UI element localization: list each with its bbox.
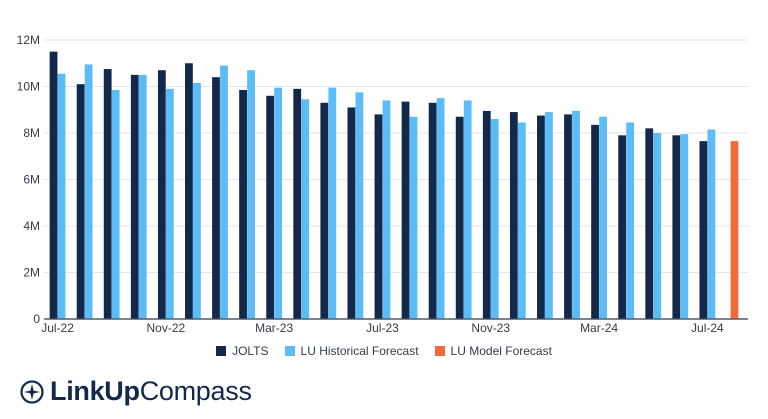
lu-historical-forecast-bar bbox=[626, 122, 635, 319]
y-tick-label: 4M bbox=[23, 219, 40, 233]
lu-historical-forecast-bar bbox=[220, 65, 228, 319]
compass-icon bbox=[20, 379, 44, 404]
lu-historical-forecast-bar bbox=[111, 89, 120, 320]
lu-historical-forecast-bar bbox=[490, 119, 499, 319]
gridlines bbox=[44, 39, 748, 320]
lu-historical-forecast-bar bbox=[193, 83, 201, 319]
chart: 0 2M 4M 6M 8M 10M 12M Jul-22 Nov-22 Mar-23 Jul-23… bbox=[17, 33, 748, 335]
lu-historical-forecast-bar bbox=[274, 87, 283, 319]
lu-historical-forecast-bar bbox=[653, 133, 662, 319]
y-tick-label: 6M bbox=[23, 173, 40, 187]
lu-historical-forecast-bar bbox=[545, 112, 553, 319]
x-tick-label: Jul-23 bbox=[366, 321, 399, 335]
x-tick-label: Nov-23 bbox=[471, 321, 510, 335]
lu-historical-forecast-bar bbox=[382, 100, 391, 319]
lu-historical-forecast-bar bbox=[599, 116, 607, 319]
jolts-bar bbox=[76, 84, 85, 320]
x-tick-label: Mar-23 bbox=[255, 321, 293, 335]
legend-label-jolts: JOLTS bbox=[232, 344, 269, 358]
legend-swatch-jolts bbox=[216, 346, 227, 356]
lu-historical-forecast-bar bbox=[355, 92, 364, 319]
lu-historical-forecast-bar bbox=[247, 70, 255, 319]
jolts-bar bbox=[103, 69, 112, 319]
lu-historical-forecast-bar bbox=[517, 122, 526, 319]
lu-historical-forecast-bar bbox=[165, 88, 174, 319]
jolts-bar bbox=[428, 102, 437, 319]
lu-historical-forecast-bar bbox=[328, 87, 337, 319]
y-tick-label: 12M bbox=[17, 33, 40, 47]
jolts-bar bbox=[645, 128, 654, 319]
jolts-bar bbox=[374, 114, 383, 320]
lu-historical-forecast-bar bbox=[409, 116, 418, 319]
jolts-bar bbox=[401, 101, 410, 319]
jolts-bar bbox=[618, 135, 627, 319]
jolts-bar bbox=[699, 141, 708, 319]
x-tick-label: Jul-22 bbox=[41, 321, 74, 335]
jolts-bar bbox=[49, 51, 58, 320]
lu-historical-forecast-bar bbox=[436, 98, 445, 320]
y-tick-label: 10M bbox=[17, 80, 40, 94]
bars bbox=[44, 51, 748, 320]
brand-name-light: Compass bbox=[139, 376, 252, 406]
x-tick-label: Mar-24 bbox=[580, 321, 618, 335]
y-tick-label: 8M bbox=[23, 126, 40, 140]
lu-historical-forecast-bar bbox=[138, 74, 147, 320]
jolts-bar bbox=[509, 112, 518, 319]
jolts-bar bbox=[293, 88, 302, 319]
lu-model-forecast-bar bbox=[730, 141, 739, 319]
jolts-bar bbox=[157, 70, 166, 319]
y-tick-label: 2M bbox=[23, 266, 40, 280]
y-axis-ticks: 0 2M 4M 6M 8M 10M 12M bbox=[17, 33, 41, 326]
lu-historical-forecast-bar bbox=[84, 64, 93, 319]
jolts-bar bbox=[455, 116, 464, 319]
legend-swatch-lu-historical-forecast bbox=[284, 346, 295, 356]
jolts-bar bbox=[591, 124, 599, 319]
jolts-bar bbox=[347, 107, 356, 320]
legend-label-lu-historical-forecast: LU Historical Forecast bbox=[300, 344, 419, 358]
jolts-bar bbox=[239, 89, 247, 320]
lu-historical-forecast-bar bbox=[572, 110, 580, 319]
y-tick-label: 0 bbox=[33, 312, 40, 326]
jolts-bar bbox=[185, 63, 193, 319]
x-tick-label: Nov-22 bbox=[147, 321, 186, 335]
jolts-bar bbox=[320, 102, 329, 319]
jolts-bar bbox=[266, 95, 275, 319]
legend-item-lu-historical-forecast: LU Historical Forecast bbox=[284, 344, 419, 358]
jolts-bar bbox=[672, 135, 681, 319]
brand-name-bold: LinkUp bbox=[50, 376, 140, 406]
x-axis-ticks: Jul-22 Nov-22 Mar-23 Jul-23 Nov-23 Mar-24 Jul-… bbox=[41, 321, 724, 335]
legend-item-lu-model-forecast: LU Model Forecast bbox=[434, 344, 552, 358]
legend-item-jolts: JOLTS bbox=[216, 344, 269, 358]
lu-historical-forecast-bar bbox=[463, 100, 472, 319]
brand-logo: LinkUpCompass bbox=[20, 378, 252, 405]
lu-historical-forecast-bar bbox=[301, 99, 310, 319]
jolts-bar bbox=[130, 74, 139, 320]
lu-historical-forecast-bar bbox=[57, 73, 66, 320]
jolts-bar bbox=[482, 110, 491, 319]
lu-historical-forecast-bar bbox=[680, 134, 689, 319]
jolts-bar bbox=[212, 77, 220, 319]
lu-historical-forecast-bar bbox=[707, 129, 716, 319]
jolts-bar bbox=[564, 114, 572, 320]
legend-swatch-lu-model-forecast bbox=[434, 346, 445, 356]
jolts-bar bbox=[537, 115, 545, 319]
legend-label-lu-model-forecast: LU Model Forecast bbox=[450, 344, 552, 358]
legend: JOLTS LU Historical Forecast LU Model Fo… bbox=[0, 344, 768, 358]
x-tick-label: Jul-24 bbox=[691, 321, 724, 335]
